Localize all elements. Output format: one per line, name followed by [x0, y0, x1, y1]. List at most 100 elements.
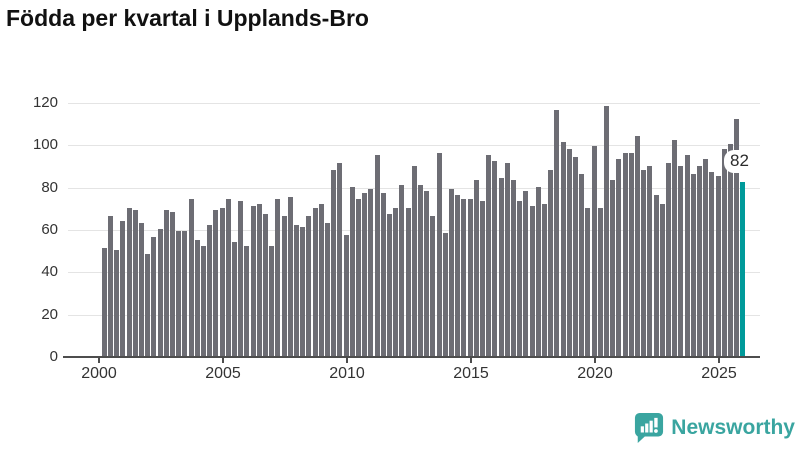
bar [362, 193, 368, 356]
bar [517, 201, 523, 356]
x-axis-tick-label: 2000 [81, 365, 117, 382]
bar [566, 148, 572, 356]
bar [709, 171, 715, 356]
bar [107, 216, 113, 356]
bar [194, 239, 200, 356]
bar [548, 169, 554, 356]
bar [231, 241, 237, 356]
bar [405, 207, 411, 356]
bar [244, 245, 250, 356]
bar [256, 203, 262, 356]
bar [486, 154, 492, 356]
bar [442, 233, 448, 356]
x-axis-tick-label: 2005 [205, 365, 241, 382]
bar [281, 216, 287, 356]
bar [554, 110, 560, 356]
y-axis-tick-label: 20 [41, 305, 58, 323]
bar [585, 207, 591, 356]
bar [492, 161, 498, 356]
bar [684, 154, 690, 356]
x-axis-line [63, 356, 760, 358]
x-axis-tick [98, 358, 100, 363]
bar [225, 199, 231, 356]
x-axis-tick [594, 358, 596, 363]
x-axis-tick [346, 358, 348, 363]
bar [399, 184, 405, 356]
bar [355, 199, 361, 356]
bar [145, 254, 151, 356]
bar [659, 203, 665, 356]
bar [622, 152, 628, 356]
bar [504, 163, 510, 356]
gridline [68, 103, 760, 104]
bar [207, 224, 213, 356]
y-axis-tick-label: 100 [32, 136, 58, 154]
bar [287, 197, 293, 356]
bar [132, 209, 138, 356]
y-axis-tick-label: 120 [32, 94, 58, 111]
bar [262, 214, 268, 356]
x-axis-tick [470, 358, 472, 363]
bar [188, 199, 194, 356]
bar [523, 190, 529, 356]
bar [479, 201, 485, 356]
bar [424, 190, 430, 356]
bar [529, 205, 535, 356]
bar [690, 173, 696, 356]
bar [734, 118, 740, 356]
bar [200, 245, 206, 356]
newsworthy-logo[interactable]: Newsworthy [634, 412, 795, 444]
bar [126, 207, 132, 356]
bar [498, 178, 504, 356]
bar [163, 209, 169, 356]
x-axis-tick [222, 358, 224, 363]
bar [579, 173, 585, 356]
bar [603, 106, 609, 356]
bar [560, 142, 566, 356]
bar [337, 163, 343, 356]
bar [349, 186, 355, 356]
bar [343, 235, 349, 356]
bar [312, 207, 318, 356]
y-axis-tick-label: 0 [49, 348, 58, 365]
bar [541, 203, 547, 356]
bar [176, 231, 182, 356]
x-axis-tick-label: 2010 [329, 365, 365, 382]
bar [628, 152, 634, 356]
bar [151, 237, 157, 356]
bar [448, 188, 454, 356]
bar [721, 148, 727, 356]
bar [138, 222, 144, 356]
bar [510, 180, 516, 356]
bar [455, 195, 461, 356]
bar [169, 212, 175, 356]
bar [324, 222, 330, 356]
bar [306, 216, 312, 356]
bar [535, 186, 541, 356]
bar [634, 135, 640, 356]
bar [672, 140, 678, 356]
bar [430, 216, 436, 356]
bar [250, 205, 256, 356]
bar [473, 180, 479, 356]
x-axis-tick [718, 358, 720, 363]
bar [380, 193, 386, 356]
bar [331, 169, 337, 356]
y-axis-tick-label: 60 [41, 221, 58, 238]
bar [157, 229, 163, 356]
bar [293, 224, 299, 356]
bar [647, 165, 653, 356]
bar [436, 152, 442, 356]
bar [417, 184, 423, 356]
bar [182, 231, 188, 356]
bar [696, 165, 702, 356]
bar [715, 176, 721, 356]
bar [678, 165, 684, 356]
x-axis-tick-label: 2015 [453, 365, 489, 382]
newsworthy-logo-text: Newsworthy [671, 416, 795, 439]
bar [461, 199, 467, 356]
bar [393, 207, 399, 356]
bar [318, 203, 324, 356]
bar [120, 220, 126, 356]
